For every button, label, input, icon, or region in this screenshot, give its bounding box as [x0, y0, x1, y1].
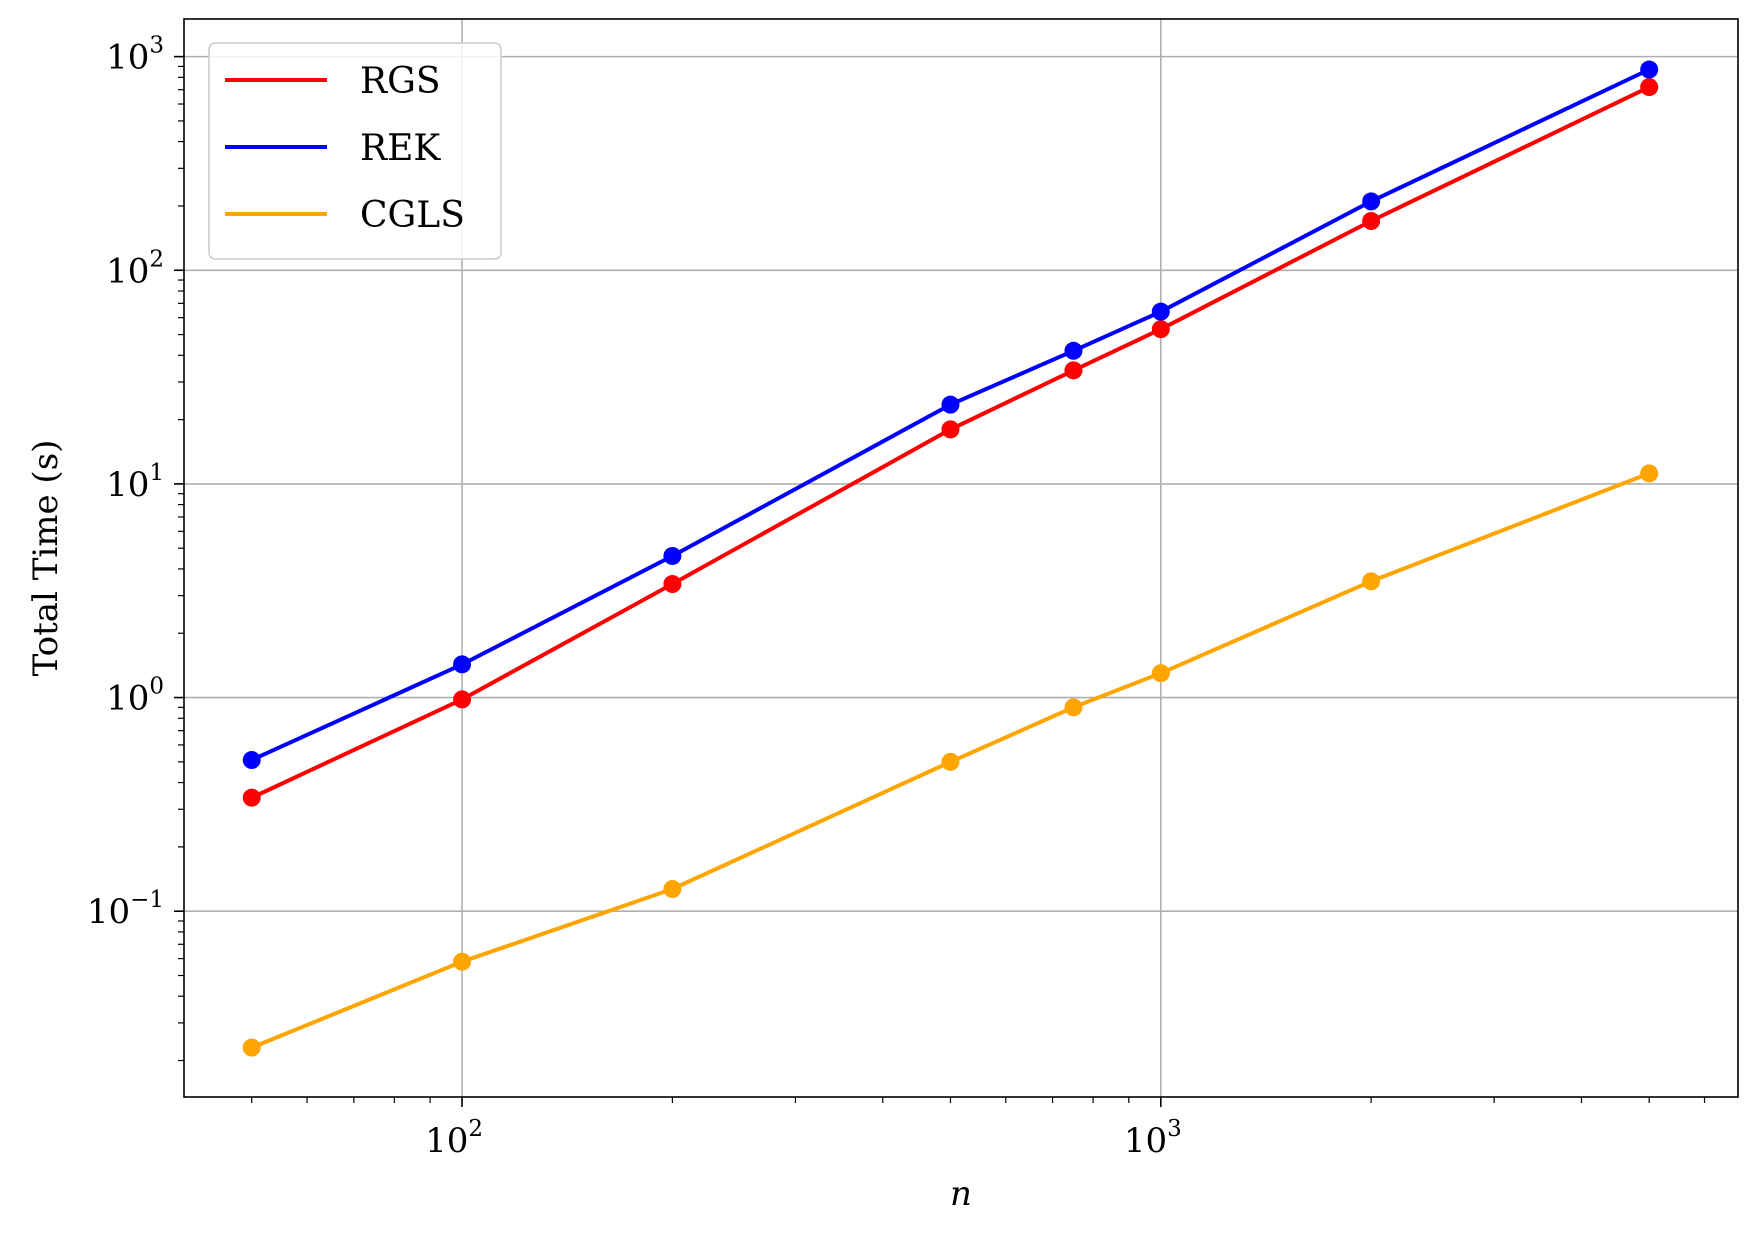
- point-rek: [1151, 302, 1170, 321]
- series-line-cgls: [250, 471, 1650, 1050]
- point-rek: [663, 546, 682, 565]
- point-cgls: [1640, 464, 1659, 483]
- plot-frame: [183, 18, 1739, 1098]
- y-tick-label: 103: [106, 33, 164, 78]
- series-rek: [242, 60, 1659, 770]
- point-cgls: [1362, 572, 1381, 591]
- point-cgls: [663, 880, 682, 899]
- series-line-rgs: [250, 85, 1651, 800]
- legend-label-rgs: RGS: [360, 61, 441, 102]
- legend-box: [208, 42, 502, 260]
- point-rek: [453, 655, 472, 674]
- x-tick-label: 103: [1124, 1116, 1182, 1161]
- point-rgs: [663, 575, 682, 594]
- y-tick-label: 101: [106, 460, 164, 505]
- series-layer: [242, 60, 1659, 1057]
- series-rgs: [242, 78, 1659, 807]
- legend-label-rek: REK: [360, 128, 441, 169]
- point-cgls: [242, 1038, 261, 1057]
- x-tick-label: 102: [425, 1116, 483, 1161]
- point-rgs: [1362, 212, 1381, 231]
- minor-ticks: [178, 65, 1706, 1103]
- point-rek: [1362, 192, 1381, 211]
- point-cgls: [1064, 698, 1083, 717]
- point-cgls: [453, 952, 472, 971]
- major-ticks: [174, 55, 1162, 1107]
- y-tick-label: 10−1: [87, 887, 164, 932]
- point-rgs: [941, 420, 960, 439]
- series-cgls: [242, 464, 1659, 1057]
- point-rgs: [1151, 320, 1170, 339]
- legend: RGS REK CGLS: [208, 42, 502, 260]
- point-rek: [941, 395, 960, 414]
- point-rek: [1640, 60, 1659, 79]
- point-cgls: [1151, 664, 1170, 683]
- y-axis-label: Total Time (s): [26, 440, 66, 677]
- y-tick-label: 100: [106, 674, 164, 719]
- y-tick-label: 102: [106, 246, 164, 291]
- point-rek: [1064, 341, 1083, 360]
- point-rgs: [242, 788, 261, 807]
- point-rek: [242, 751, 261, 770]
- series-line-rek: [250, 67, 1651, 762]
- legend-label-cgls: CGLS: [360, 195, 465, 236]
- point-rgs: [1064, 361, 1083, 380]
- point-rgs: [1640, 78, 1659, 97]
- tick-labels: 102 103 10−1 100 101 102 103: [87, 33, 1182, 1161]
- point-cgls: [941, 752, 960, 771]
- point-rgs: [453, 690, 472, 709]
- x-axis-label: n: [950, 1174, 972, 1214]
